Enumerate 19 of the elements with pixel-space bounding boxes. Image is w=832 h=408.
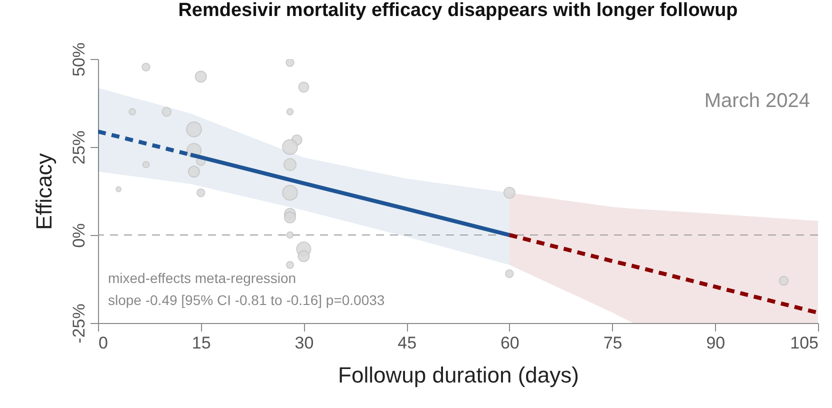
x-tick-label: 75 [603, 334, 622, 352]
y-tick-label: 50% [70, 42, 88, 77]
x-tick-label: 30 [294, 334, 314, 352]
x-axis-title: Followup duration (days) [338, 362, 579, 388]
x-tick-label: 45 [398, 334, 417, 352]
y-tick-label: 25% [70, 130, 88, 165]
annotation: March 2024 [704, 90, 810, 112]
x-tick-label: 15 [192, 334, 211, 352]
y-tick-label: -25% [70, 304, 88, 344]
chart-title: Remdesivir mortality efficacy disappears with longer followup [178, 0, 738, 21]
annotation: slope -0.49 [95% CI -0.81 to -0.16] p=0.0033 [108, 292, 385, 308]
y-tick-label: 0% [70, 223, 88, 248]
x-tick-label: 90 [706, 334, 726, 352]
line-series [507, 233, 818, 315]
x-tick-label: 60 [500, 334, 520, 352]
x-tick-label: 0 [98, 334, 108, 352]
annotation: mixed-effects meta-regression [108, 270, 296, 286]
x-tick-label: 105 [790, 334, 818, 352]
y-axis-title: Efficacy [32, 153, 56, 230]
